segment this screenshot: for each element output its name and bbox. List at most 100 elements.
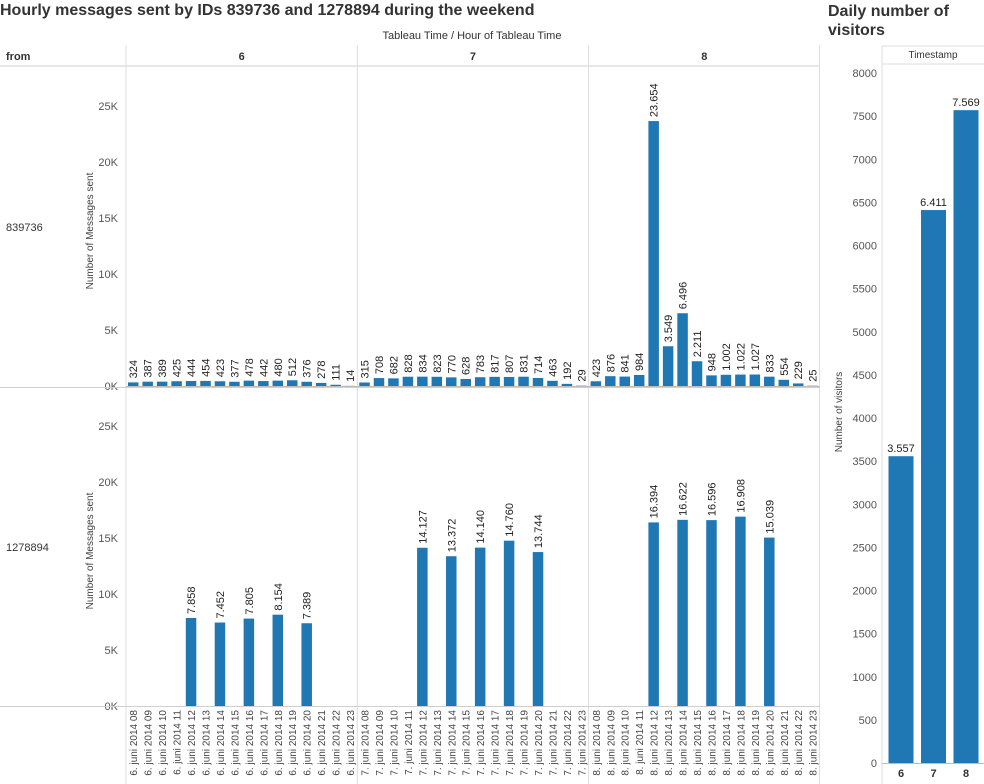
data-label: 628 [461,357,473,375]
x-tick-label: 7. juni 2014 23 [577,710,588,776]
y-tick-label: 0 [871,758,877,770]
y-tick-label: 2000 [853,586,877,598]
data-label: 1.002 [721,343,733,371]
bar [532,378,544,386]
bar [953,110,979,763]
bar [619,376,630,386]
column-header: Tableau Time / Hour of Tableau Time [383,30,562,42]
y-tick-label: 3000 [853,499,877,511]
bar [286,380,298,386]
data-label: 3.549 [663,315,675,343]
bar [171,381,182,386]
bar [330,384,341,386]
bar [921,210,946,763]
bar [373,378,385,386]
x-tick-label: 6. juni 2014 19 [288,710,299,776]
x-tick-label: 8. juni 2014 23 [809,710,820,776]
data-label: 682 [388,356,400,374]
x-tick-label: 6. juni 2014 13 [202,710,213,776]
x-tick-label: 8. juni 2014 12 [650,710,661,776]
x-tick-label: 7. juni 2014 19 [520,710,531,776]
data-label: 834 [417,354,429,372]
bar [301,381,312,386]
bar [764,537,775,706]
chart-title: Hourly messages sent by IDs 839736 and 1… [0,2,535,19]
bar [503,376,515,386]
y-tick-label: 6000 [853,241,877,253]
data-label: 14.127 [417,510,429,544]
data-label: 770 [446,355,458,373]
x-tick-label: 8. juni 2014 17 [722,710,733,776]
data-label: 23.654 [649,83,661,117]
x-tick-label: 6. juni 2014 15 [230,710,241,776]
data-label: 16.622 [678,482,690,516]
x-tick-label: 7. juni 2014 22 [563,710,574,776]
x-tick-label: 7. juni 2014 18 [505,710,516,776]
y-tick-label: 15K [98,533,118,545]
y-tick-label: 8000 [853,68,877,80]
bar [200,380,211,386]
data-label: 512 [287,358,299,376]
data-label: 708 [374,356,386,374]
data-label: 463 [547,358,559,376]
bar [489,376,500,386]
x-tick-label: 8. juni 2014 19 [751,710,762,776]
x-tick-label: 7. juni 2014 09 [375,710,386,776]
data-label: 111 [331,364,343,381]
y-tick-label: 20K [98,157,118,169]
data-label: 833 [764,354,776,372]
x-tick-label: 6. juni 2014 20 [303,710,314,776]
data-label: 442 [258,359,270,377]
x-axis-title: Timestamp [908,50,958,61]
bar [605,376,616,386]
data-label: 948 [706,353,718,371]
data-label: 16.394 [649,485,661,519]
data-label: 423 [591,359,603,377]
data-label: 16.596 [706,482,718,516]
data-label: 29 [576,369,588,381]
x-tick-label: 7. juni 2014 12 [418,710,429,776]
data-label: 876 [605,354,617,372]
x-tick-label: 8. juni 2014 10 [621,710,632,776]
day-header: 6 [239,51,245,63]
data-label: 444 [186,359,198,377]
x-tick-label: 6. juni 2014 08 [129,710,140,776]
x-tick-label: 8. juni 2014 20 [765,710,776,776]
bar [402,376,414,386]
x-tick-label: 8. juni 2014 22 [794,710,805,776]
bar [214,622,226,706]
y-tick-label: 20K [98,477,118,489]
bar [474,547,486,706]
data-label: 425 [172,359,184,377]
data-label: 7.858 [186,586,198,614]
data-label: 192 [562,361,574,379]
data-label: 984 [634,353,646,371]
day-header: 7 [470,51,476,63]
y-tick-label: 25K [98,101,118,113]
bar [272,614,284,706]
bar [706,520,717,706]
x-tick-label: 8. juni 2014 16 [707,710,718,776]
y-tick-label: 5000 [853,327,877,339]
bar [778,379,790,386]
y-tick-label: 5K [105,645,119,657]
x-tick-label: 8. juni 2014 15 [693,710,704,776]
bar [359,382,370,386]
y-tick-label: 500 [859,715,877,727]
bar [547,380,558,386]
bar [561,383,573,386]
data-label: 8.154 [273,583,285,611]
bar [691,361,703,386]
x-tick-label: 8. juni 2014 09 [606,710,617,776]
row-id-label: 1278894 [6,542,49,554]
data-label: 7.389 [302,592,314,620]
bar [720,374,732,386]
bar [888,456,914,763]
bar [735,516,746,706]
x-tick-label: 8. juni 2014 14 [679,710,690,776]
bar [792,383,804,386]
y-tick-label: 10K [98,589,118,601]
x-tick-label: 6 [898,768,904,780]
x-tick-label: 7. juni 2014 16 [476,710,487,776]
data-label: 480 [273,358,285,376]
